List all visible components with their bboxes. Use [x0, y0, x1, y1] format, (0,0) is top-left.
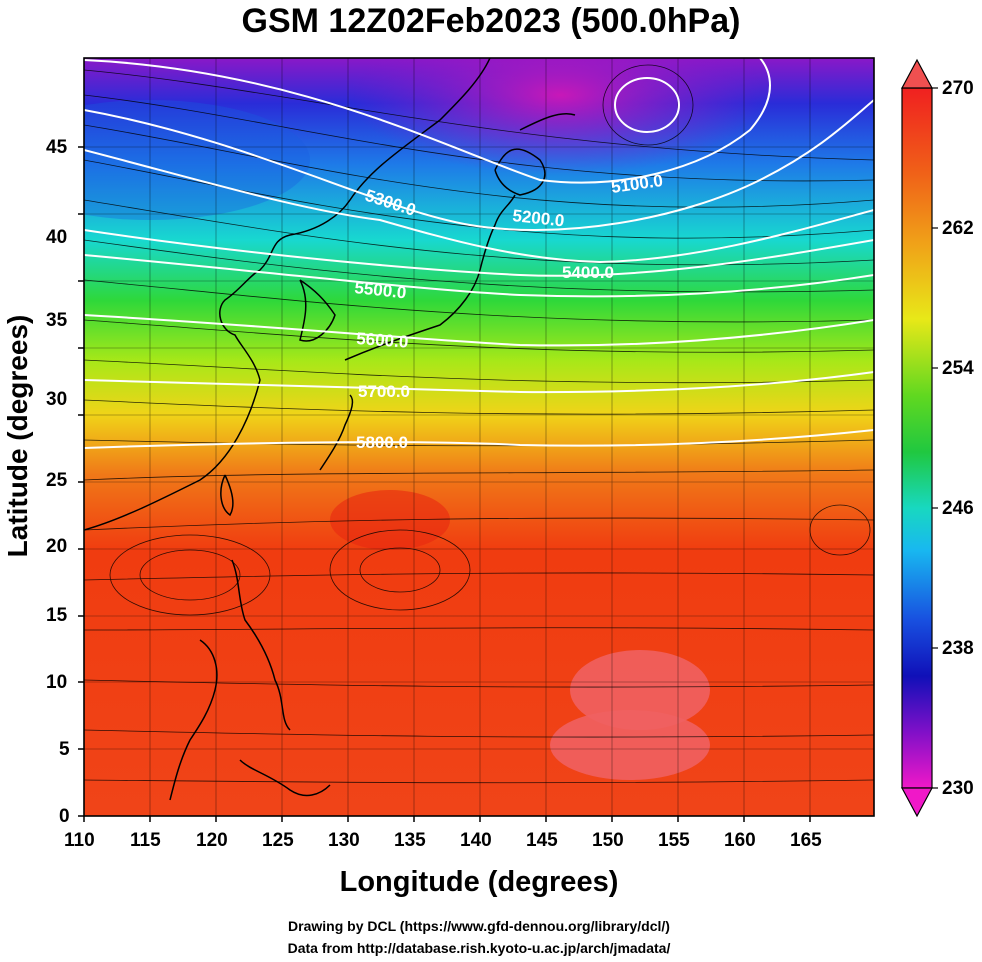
y-tick-label: 5 [59, 739, 70, 760]
contour-5700 [84, 371, 874, 394]
y-tick-label: 30 [46, 389, 68, 410]
x-tick-label: 145 [526, 830, 558, 851]
wind-streamlines [84, 64, 874, 784]
x-tick-label: 120 [196, 830, 228, 851]
x-tick-label: 140 [460, 830, 492, 851]
contour-5400 [84, 229, 874, 277]
colorbar-label: 230 [942, 778, 974, 799]
contour-5300 [84, 149, 874, 264]
x-tick-label: 155 [658, 830, 690, 851]
colorbar-label: 254 [942, 358, 974, 379]
x-tick-label: 150 [592, 830, 624, 851]
x-tick-label: 115 [130, 830, 161, 851]
axis-ticks [78, 146, 811, 822]
contour-label: 5400.0 [562, 263, 614, 282]
colorbar-underflow-arrow [900, 787, 934, 818]
contour-5800 [84, 429, 874, 449]
colorbar-label: 238 [942, 638, 974, 659]
y-tick-label: 0 [59, 806, 70, 827]
credit-drawing: Drawing by DCL (https://www.gfd-dennou.o… [288, 918, 670, 934]
y-axis-label: Latitude (degrees) [2, 314, 33, 558]
contour-5500 [84, 254, 874, 298]
colorbar-label: 270 [942, 78, 974, 99]
contour-label: 5800.0 [356, 433, 408, 452]
colorbar [900, 58, 938, 818]
x-tick-label: 125 [262, 830, 294, 851]
y-tick-label: 45 [46, 137, 68, 158]
height-contours [84, 58, 874, 449]
contour-low-center [614, 77, 680, 133]
contour-5200 [84, 99, 874, 231]
plot-frame [83, 57, 875, 817]
contour-5100 [84, 58, 771, 184]
x-tick-label: 165 [790, 830, 822, 851]
colorbar-label: 246 [942, 498, 974, 519]
y-tick-label: 20 [46, 536, 68, 557]
x-tick-label: 110 [64, 830, 95, 851]
y-tick-label: 15 [46, 605, 68, 626]
y-tick-label: 10 [46, 672, 68, 693]
x-tick-label: 160 [724, 830, 756, 851]
x-tick-label: 135 [394, 830, 426, 851]
contour-label: 5600.0 [356, 329, 409, 352]
coastlines [84, 58, 576, 801]
y-tick-label: 40 [46, 227, 68, 248]
colorbar-label: 262 [942, 218, 974, 239]
map-title: GSM 12Z02Feb2023 (500.0hPa) [241, 2, 741, 40]
y-tick-label: 35 [46, 310, 68, 331]
x-tick-label: 130 [328, 830, 360, 851]
colorbar-overflow-arrow [900, 58, 934, 89]
contour-5600 [84, 314, 874, 347]
y-tick-label: 25 [46, 470, 68, 491]
contour-label: 5700.0 [358, 382, 410, 401]
grid-lines [84, 58, 874, 816]
x-axis-label: Longitude (degrees) [339, 866, 619, 898]
credit-data: Data from http://database.rish.kyoto-u.a… [287, 940, 671, 956]
